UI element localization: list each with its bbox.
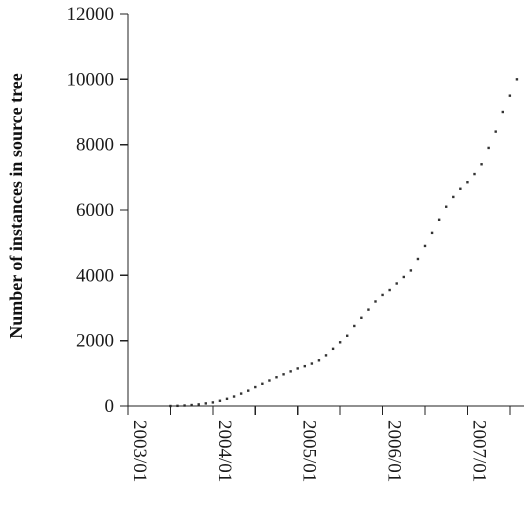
data-point [409, 269, 413, 272]
x-tick-label: 2003/01 [129, 420, 150, 482]
data-point [374, 300, 377, 303]
data-point [197, 403, 200, 406]
y-axis-ticks: 0 2000 4000 6000 8000 10000 12000 [67, 4, 128, 417]
data-point [331, 347, 335, 351]
data-point [218, 399, 222, 402]
data-point [232, 395, 236, 398]
data-point [416, 257, 420, 261]
data-point [275, 376, 278, 379]
data-point [317, 359, 321, 362]
data-point [445, 205, 448, 208]
y-tick-label: 4000 [76, 265, 114, 286]
y-tick-label: 6000 [76, 200, 114, 221]
x-tick-label: 2007/01 [468, 420, 489, 482]
y-tick-label: 8000 [76, 135, 114, 156]
data-point [310, 362, 314, 365]
y-tick-label: 12000 [67, 4, 115, 25]
axes [127, 14, 524, 407]
y-axis-title: Number of instances in source tree [6, 73, 26, 338]
data-point [367, 308, 370, 311]
x-tick-label: 2004/01 [214, 420, 235, 482]
data-point [247, 389, 250, 392]
data-point [190, 403, 193, 407]
data-point [289, 370, 292, 373]
data-point [353, 324, 356, 328]
data-point [204, 402, 207, 405]
y-tick-label: 2000 [76, 331, 114, 352]
data-point [225, 397, 229, 401]
data-point [423, 244, 427, 248]
data-point [501, 110, 504, 114]
data-point [282, 373, 285, 376]
data-point [515, 78, 519, 81]
y-tick-label: 10000 [67, 69, 115, 90]
data-point [452, 195, 455, 199]
data-point [430, 231, 434, 235]
y-tick-label: 0 [105, 396, 115, 417]
data-point [494, 130, 497, 133]
data-point [324, 354, 328, 357]
data-point [346, 334, 349, 337]
data-point [296, 367, 299, 370]
data-point [360, 316, 363, 319]
data-point [437, 218, 441, 221]
data-point [338, 341, 342, 344]
data-point [239, 392, 243, 395]
data-point [480, 163, 483, 166]
data-point [254, 385, 257, 389]
data-point [402, 275, 405, 279]
data-point [388, 288, 391, 292]
x-axis-ticks: 2003/01 2004/01 2005/01 2006/01 2007/01 [127, 406, 511, 482]
data-point [466, 181, 469, 184]
data-point [473, 172, 476, 176]
x-tick-label: 2006/01 [384, 420, 405, 482]
data-point [459, 187, 462, 190]
x-tick-label: 2005/01 [299, 420, 320, 482]
data-point [261, 382, 264, 385]
data-point [487, 146, 490, 150]
data-point [381, 293, 384, 297]
data-point [395, 282, 398, 285]
data-points [169, 78, 519, 408]
data-point [211, 401, 215, 404]
data-point [508, 94, 512, 97]
data-point [268, 379, 271, 382]
data-point [303, 364, 306, 368]
